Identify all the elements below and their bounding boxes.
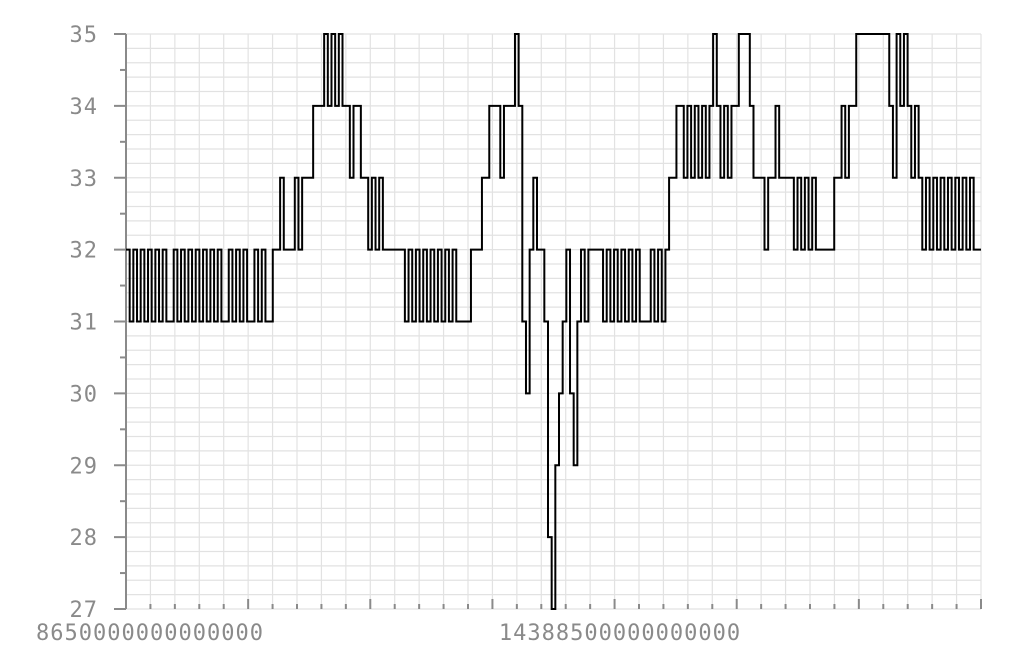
tick-label-layer: 27 28 29 30 31 32 33 34 35 8650000000000000 143885… bbox=[36, 23, 741, 646]
grid-layer bbox=[125, 33, 982, 610]
y-tick-label: 28 bbox=[70, 526, 99, 551]
axis-layer bbox=[114, 33, 982, 610]
y-tick-label: 33 bbox=[70, 167, 99, 192]
series-layer bbox=[126, 33, 981, 610]
y-tick-label: 30 bbox=[70, 382, 99, 407]
y-tick-label: 34 bbox=[70, 95, 99, 120]
y-tick-label: 31 bbox=[70, 311, 99, 336]
x-tick-label: 14388500000000000 bbox=[499, 621, 741, 646]
y-tick-label: 32 bbox=[70, 239, 99, 264]
y-tick-label: 35 bbox=[70, 23, 99, 48]
x-tick-label: 8650000000000000 bbox=[36, 621, 264, 646]
y-tick-label: 29 bbox=[70, 454, 99, 479]
y-tick-label: 27 bbox=[70, 598, 99, 623]
series-line bbox=[126, 33, 981, 610]
